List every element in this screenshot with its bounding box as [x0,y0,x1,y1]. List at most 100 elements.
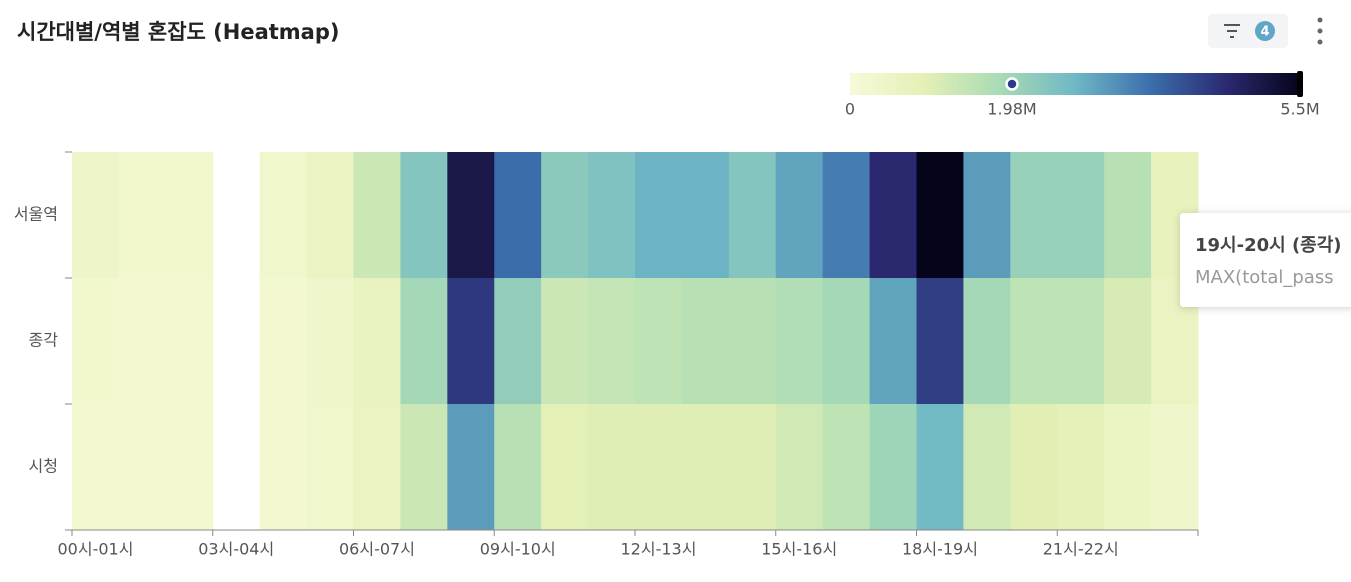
heat-cell [681,152,730,279]
heat-cell [118,152,167,279]
color-bar-handle [1297,71,1303,97]
heat-cell [869,278,917,405]
heat-cell [728,152,777,279]
more-menu[interactable] [1317,17,1323,45]
heat-cell [259,152,308,279]
heat-cell [1057,278,1105,405]
heat-cell [494,152,542,279]
heat-cell [72,278,120,405]
color-bar-label: 0 [845,100,855,119]
heat-cell [822,152,871,279]
filter-badge [1255,21,1275,41]
heat-cell [259,404,308,531]
color-bar [850,73,1300,95]
heat-cell [1104,152,1152,279]
tooltip: 19시-20시 (종각) MAX(total_pass [1180,213,1351,307]
heat-cell [916,404,964,531]
heat-cell [869,404,917,531]
heat-cell [635,152,683,279]
filter-icon [1224,24,1240,38]
heat-cell [963,152,1011,279]
filter-button[interactable]: 4 [1208,14,1288,48]
heat-cell [963,404,1011,531]
heat-cell [1010,152,1058,279]
heat-cell [118,278,167,405]
tooltip-box [1180,213,1351,307]
heat-cell [916,152,964,279]
heat-cell [869,152,917,279]
heat-cell [165,404,214,531]
heat-cell [588,152,636,279]
heat-cell [588,278,636,405]
heat-cell [1010,278,1058,405]
heat-cell [1010,404,1058,531]
heat-cell [916,278,964,405]
heat-cell [353,278,401,405]
x-tick-label: 15시-16시 [761,540,837,559]
color-bar-label: 5.5M [1280,100,1319,119]
heat-cell [447,404,495,531]
heat-cell [775,404,824,531]
heat-cell [541,404,589,531]
heat-cell [1104,278,1152,405]
color-bar-label: 1.98M [987,100,1036,119]
x-tick-label: 03시-04시 [198,540,274,559]
y-tick-label: 종각 [29,331,59,350]
x-tick-label: 18시-19시 [902,540,978,559]
dot [1317,28,1323,34]
heat-cell [681,278,730,405]
heat-cell [353,404,401,531]
heat-cell [353,152,401,279]
heat-cell [1057,152,1105,279]
x-tick-label: 12시-13시 [620,540,696,559]
heat-cell [635,404,683,531]
heat-cell [588,404,636,531]
y-tick-label: 서울역 [14,205,58,224]
heat-cell [1151,404,1199,531]
heat-cell [541,152,589,279]
dot [1317,39,1323,45]
dot [1317,17,1323,23]
x-tick-label: 09시-10시 [480,540,556,559]
heat-cell [541,278,589,405]
chart-title: 시간대별/역별 혼잡도 (Heatmap) [17,20,339,44]
heat-cell [494,278,542,405]
heat-cell [306,404,354,531]
filter-button-bg[interactable] [1208,14,1288,48]
heat-cell [494,404,542,531]
x-tick-label: 06시-07시 [339,540,415,559]
heat-cell [118,404,167,531]
heat-cell [447,278,495,405]
heat-cell [306,278,354,405]
heat-cell [1057,404,1105,531]
color-bar-handle [1005,77,1019,91]
heat-cell [165,152,214,279]
heat-cell [400,152,448,279]
x-tick-label: 00시-01시 [57,540,133,559]
heat-cell [306,152,354,279]
heat-cell [728,278,777,405]
heat-cell [259,278,308,405]
heat-cell [1104,404,1152,531]
heat-cell [728,404,777,531]
heat-cell [775,278,824,405]
heat-cell [963,278,1011,405]
heat-cell [165,278,214,405]
y-tick-label: 시청 [29,457,58,476]
heat-cell [681,404,730,531]
heat-cell [72,404,120,531]
x-tick-label: 21시-22시 [1043,540,1119,559]
tooltip-label: MAX(total_pass [1195,267,1334,288]
heat-cell [822,404,871,531]
heat-cell [635,278,683,405]
heat-cell [400,278,448,405]
heat-cell [822,278,871,405]
heat-cell [775,152,824,279]
tooltip-title: 19시-20시 (종각) [1195,235,1342,256]
heat-cell [72,152,120,279]
heat-cell [447,152,495,279]
filter-count: 4 [1260,25,1269,40]
heat-cell [400,404,448,531]
